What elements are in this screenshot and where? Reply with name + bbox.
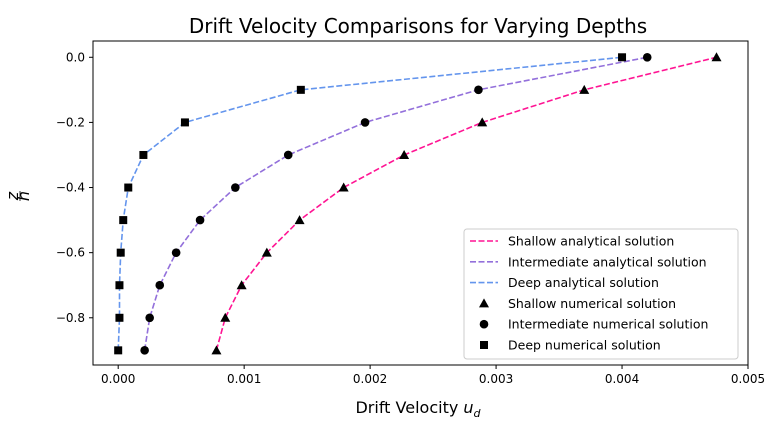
data-point bbox=[124, 183, 133, 192]
series-2 bbox=[117, 56, 623, 351]
legend-entry-label: Shallow numerical solution bbox=[508, 296, 676, 311]
y-tick-label: −0.8 bbox=[56, 311, 85, 325]
x-axis-label-var: u bbox=[463, 398, 473, 417]
x-tick-label: 0.005 bbox=[731, 372, 765, 386]
data-point bbox=[236, 280, 247, 290]
legend-marker-swatch bbox=[479, 319, 489, 329]
data-point bbox=[477, 117, 488, 127]
data-point bbox=[115, 313, 124, 322]
x-axis-label: Drift Velocity ud bbox=[355, 398, 481, 420]
x-tick-label: 0.003 bbox=[479, 372, 513, 386]
data-point bbox=[211, 345, 222, 355]
series-line bbox=[215, 56, 717, 351]
data-point bbox=[642, 52, 652, 62]
legend-frame bbox=[463, 228, 739, 360]
data-point bbox=[180, 118, 189, 127]
x-tick-label: 0.000 bbox=[101, 372, 135, 386]
series-points-3 bbox=[211, 52, 722, 355]
y-tick-label: −0.6 bbox=[56, 246, 85, 260]
data-point bbox=[195, 215, 205, 225]
data-point bbox=[231, 183, 240, 192]
legend-entry-label: Deep numerical solution bbox=[508, 338, 661, 353]
data-point bbox=[145, 313, 154, 323]
data-point bbox=[115, 281, 124, 290]
series-line bbox=[117, 56, 623, 351]
y-tick-label: −0.2 bbox=[56, 115, 85, 129]
data-point bbox=[116, 248, 125, 257]
data-point bbox=[711, 52, 722, 62]
data-point bbox=[294, 215, 305, 225]
plot-frame bbox=[92, 40, 749, 366]
data-point bbox=[474, 85, 483, 95]
series-0 bbox=[215, 56, 717, 351]
data-point bbox=[114, 346, 123, 355]
data-point bbox=[338, 182, 349, 192]
data-point bbox=[261, 247, 272, 257]
legend-entry-label: Intermediate analytical solution bbox=[508, 254, 707, 269]
chart-title: Drift Velocity Comparisons for Varying D… bbox=[189, 14, 647, 38]
data-point bbox=[579, 84, 590, 94]
y-tick-label: 0.0 bbox=[66, 50, 85, 64]
data-point bbox=[360, 118, 370, 127]
series-points-5 bbox=[114, 53, 627, 355]
legend: Shallow analytical solution Intermediate … bbox=[463, 228, 739, 360]
plot-area bbox=[114, 52, 722, 355]
legend-marker-swatch bbox=[479, 298, 489, 308]
data-point bbox=[119, 216, 128, 225]
data-point bbox=[220, 312, 231, 322]
series-points-4 bbox=[140, 52, 652, 355]
x-axis-label-sub: d bbox=[474, 407, 482, 420]
data-point bbox=[296, 85, 305, 94]
legend-entry-label: Intermediate numerical solution bbox=[508, 317, 708, 332]
data-point bbox=[171, 248, 181, 257]
data-point bbox=[399, 149, 410, 159]
data-point bbox=[618, 53, 627, 62]
legend-entry-label: Shallow analytical solution bbox=[508, 234, 674, 249]
y-axis-label-numerator: z bbox=[3, 191, 22, 201]
data-point bbox=[140, 346, 149, 355]
x-tick-label: 0.002 bbox=[353, 372, 387, 386]
x-axis-label-main: Drift Velocity bbox=[355, 398, 463, 417]
data-point bbox=[139, 150, 148, 159]
x-tick-label: 0.001 bbox=[227, 372, 261, 386]
series-line bbox=[143, 56, 648, 351]
y-tick-label: −0.4 bbox=[56, 181, 85, 195]
x-tick-label: 0.004 bbox=[605, 372, 639, 386]
legend-entry-label: Deep analytical solution bbox=[508, 275, 659, 290]
data-point bbox=[155, 280, 165, 290]
y-axis-label: z h bbox=[3, 191, 33, 201]
series-1 bbox=[143, 56, 648, 351]
legend-marker-swatch bbox=[480, 341, 488, 349]
y-axis-label-denominator: h bbox=[14, 191, 33, 201]
axis-ticks: 0.000 0.001 0.002 0.003 0.004 0.005 0.0 −0.2 −0.… bbox=[56, 50, 765, 386]
data-point bbox=[283, 150, 293, 160]
